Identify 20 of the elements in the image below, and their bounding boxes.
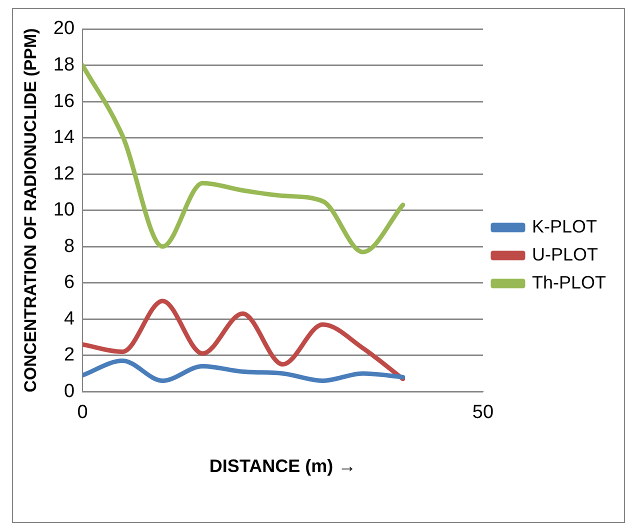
y-tick-label: 20 — [53, 18, 75, 40]
x-tick-label: 50 — [472, 402, 494, 424]
y-tick-label: 2 — [64, 344, 75, 366]
y-axis-title: CONCENTRATION OF RADIONUCLIDE (PPM) — [20, 28, 40, 392]
x-axis-title: DISTANCE (m) → — [209, 456, 356, 476]
y-tick-label: 16 — [53, 90, 75, 112]
y-tick-label: 8 — [64, 236, 75, 257]
legend-label: K-PLOT — [532, 216, 598, 236]
y-tick-label: 12 — [53, 163, 75, 184]
legend-label: U-PLOT — [532, 244, 598, 264]
y-tick-label: 14 — [53, 127, 75, 148]
line-series — [82, 63, 406, 254]
line-series — [82, 298, 406, 382]
line-series — [82, 358, 406, 383]
y-tick-label: 4 — [64, 308, 75, 330]
y-tick-label: 6 — [64, 272, 75, 294]
y-tick-label: 18 — [53, 54, 75, 76]
y-tick-label: 10 — [53, 200, 75, 221]
legend-label: Th-PLOT — [532, 272, 606, 292]
y-tick-label: 0 — [64, 380, 75, 402]
